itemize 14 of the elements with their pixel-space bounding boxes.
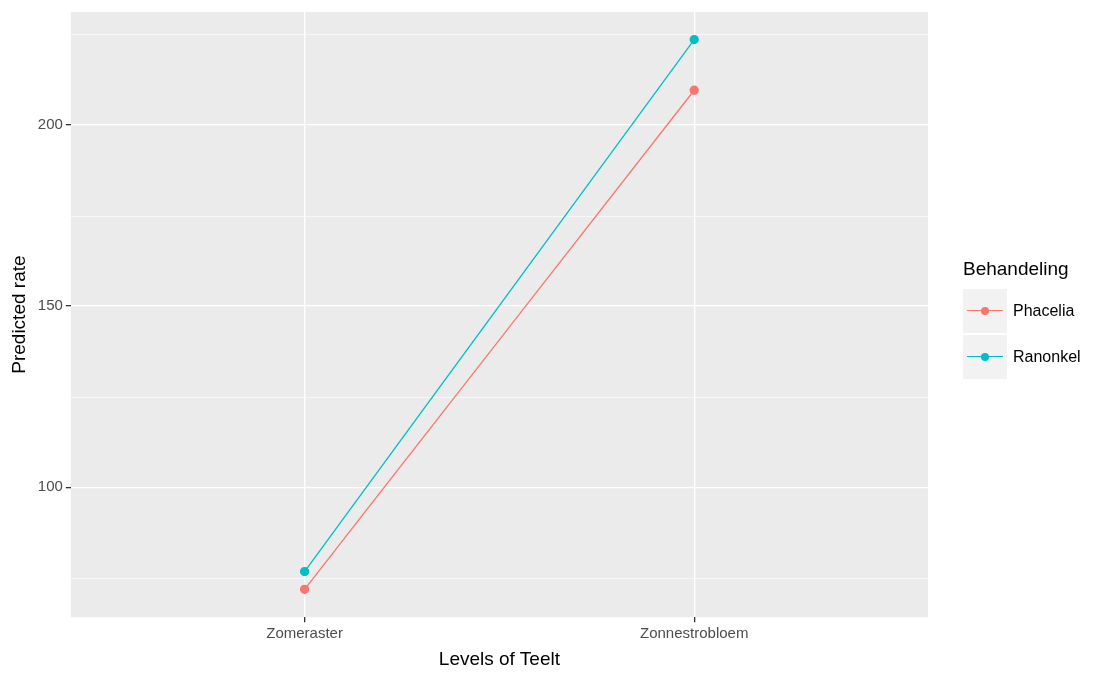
legend-label: Ranonkel	[1013, 348, 1081, 366]
legend-label: Phacelia	[1013, 302, 1075, 320]
x-tick-label: Zonnestrobloem	[640, 624, 749, 642]
y-tick-label: 150	[37, 296, 63, 314]
x-axis-title: Levels of Teelt	[438, 647, 561, 669]
y-tick-label: 200	[37, 115, 63, 133]
legend-title: Behandeling	[963, 258, 1070, 280]
point	[689, 85, 699, 95]
x-tick-label: Zomeraster	[266, 624, 343, 642]
y-tick-label: 100	[37, 477, 63, 495]
point	[299, 566, 310, 577]
y-axis-title: Predicted rate	[7, 255, 29, 374]
point	[299, 584, 310, 594]
point	[689, 34, 699, 45]
